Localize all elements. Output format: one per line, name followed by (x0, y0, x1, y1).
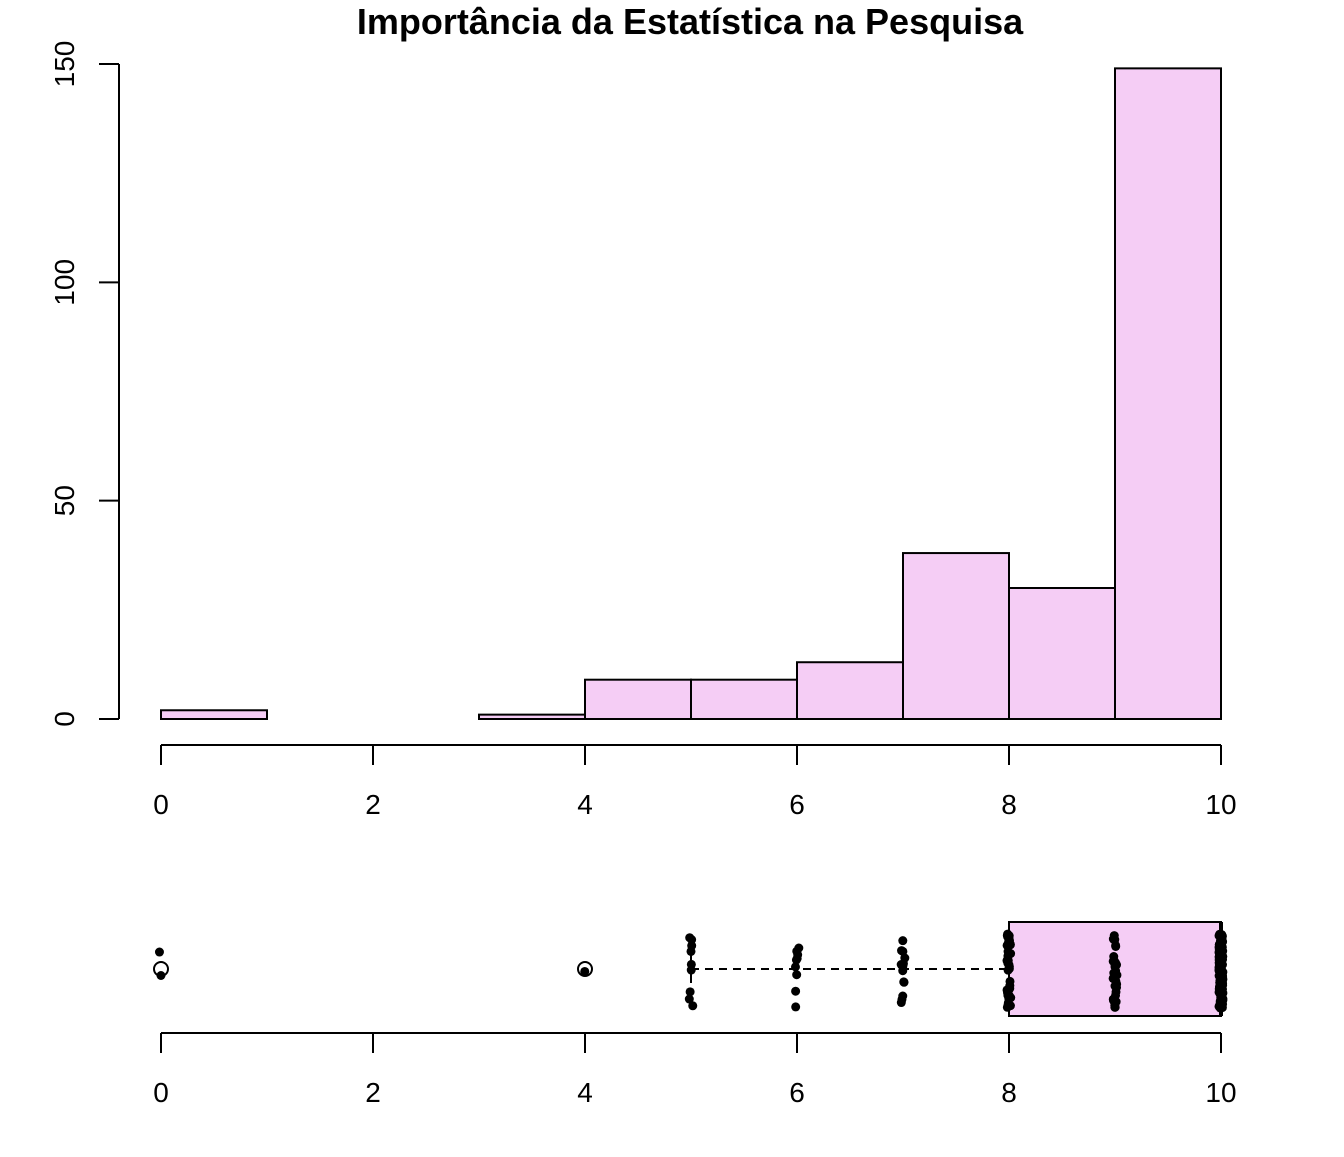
boxplot-point (1003, 951, 1013, 961)
y-tick-label: 150 (49, 41, 80, 88)
boxplot-point (1215, 1003, 1225, 1013)
boxplot-x-tick-label: 0 (153, 1077, 169, 1108)
histogram-x-tick-label: 0 (153, 789, 169, 820)
boxplot-point (898, 962, 908, 972)
boxplot-point (1108, 956, 1118, 966)
boxplot-point (791, 1002, 801, 1012)
boxplot-point (1004, 984, 1014, 994)
histogram-bar (1008, 587, 1116, 720)
boxplot-outlier (577, 961, 593, 977)
boxplot-point (900, 953, 910, 963)
boxplot-point (688, 1001, 698, 1011)
histogram-x-tick-label: 2 (365, 789, 381, 820)
boxplot-x-axis: 0 2 4 6 8 10 (153, 1032, 1237, 1108)
boxplot-point (1214, 971, 1224, 981)
boxplot-x-tick-label: 2 (365, 1077, 381, 1108)
histogram-bar (796, 661, 904, 721)
boxplot-point (1109, 931, 1119, 941)
boxplot-x-tick-label: 4 (577, 1077, 593, 1108)
boxplot-point (1112, 982, 1122, 992)
boxplot-point (580, 966, 590, 976)
histogram-bar (478, 713, 586, 721)
histogram-bar (902, 552, 1010, 720)
boxplot-point (899, 977, 909, 987)
boxplot-x-tick-label: 10 (1205, 1077, 1236, 1108)
boxplot-point (684, 994, 694, 1004)
boxplot-points (154, 929, 1228, 1013)
boxplot-point (897, 946, 907, 956)
boxplot-point (1217, 930, 1227, 940)
histogram-bar (160, 709, 268, 720)
histogram-x-tick-label: 8 (1001, 789, 1017, 820)
histogram-bar (690, 678, 798, 721)
boxplot-point (792, 970, 802, 980)
boxplot-point (685, 933, 695, 943)
boxplot-point (898, 936, 908, 946)
histogram-x-tick-label: 6 (789, 789, 805, 820)
histogram-bars (160, 67, 1222, 721)
y-tick-label: 50 (49, 485, 80, 516)
boxplot-point (686, 965, 696, 975)
chart-title: Importância da Estatística na Pesquisa (357, 1, 1024, 42)
boxplot-point (1218, 978, 1228, 988)
boxplot-x-tick-label: 6 (789, 1077, 805, 1108)
boxplot-point (1216, 986, 1226, 996)
boxplot-point (791, 986, 801, 996)
boxplot-point (685, 987, 695, 997)
boxplot-point (1109, 968, 1119, 978)
boxplot-point (1004, 937, 1014, 947)
histogram-x-tick-label: 10 (1205, 789, 1236, 820)
y-tick-label: 0 (49, 711, 80, 727)
boxplot-point (1217, 954, 1227, 964)
y-tick-label: 100 (49, 259, 80, 306)
boxplot-x-tick-label: 8 (1001, 1077, 1017, 1108)
boxplot-point (791, 955, 801, 965)
boxplot-point (1004, 960, 1014, 970)
boxplot-point (790, 962, 800, 972)
boxplot-point (1111, 941, 1121, 951)
boxplot-point (898, 991, 908, 1001)
histogram-x-tick-label: 4 (577, 789, 593, 820)
boxplot-point (1110, 1002, 1120, 1012)
histogram-bar (1114, 67, 1222, 721)
boxplot-point (687, 941, 697, 951)
boxplot-point (156, 970, 166, 980)
boxplot-point (1216, 947, 1226, 957)
boxplot-point (1218, 995, 1228, 1005)
boxplot-point (154, 947, 164, 957)
histogram-y-axis: 0 50 100 150 (49, 41, 120, 727)
boxplot-point (792, 946, 802, 956)
histogram-bar (584, 678, 692, 721)
boxplot-point (1003, 998, 1013, 1008)
histogram-x-axis: 0 2 4 6 8 10 (153, 744, 1237, 820)
